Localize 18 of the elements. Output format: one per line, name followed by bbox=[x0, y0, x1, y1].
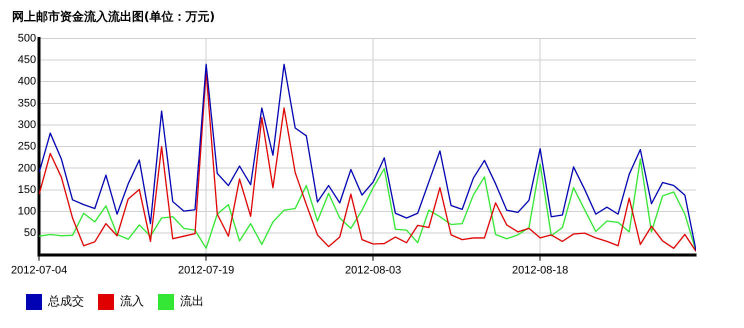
y-tick-label: 150 bbox=[18, 184, 36, 196]
x-tick-label: 2012-07-04 bbox=[10, 264, 68, 276]
y-tick-label: 350 bbox=[18, 97, 36, 110]
y-tick-label: 400 bbox=[18, 76, 36, 88]
x-tick-label: 2012-07-19 bbox=[178, 264, 234, 276]
x-tick-label: 2012-08-03 bbox=[344, 264, 402, 276]
y-tick-label: 200 bbox=[18, 162, 36, 174]
y-tick-label: 50 bbox=[24, 227, 36, 240]
y-tick-label: 500 bbox=[18, 32, 36, 44]
legend-label: 总成交 bbox=[47, 294, 84, 308]
x-tick-label: 2012-08-18 bbox=[512, 264, 568, 276]
y-tick-label: 250 bbox=[18, 140, 36, 153]
y-tick-label: 100 bbox=[18, 206, 36, 218]
legend-label: 流入 bbox=[120, 294, 144, 308]
chart-title: 网上邮市资金流入流出图(单位：万元) bbox=[12, 9, 215, 24]
legend-label: 流出 bbox=[180, 294, 204, 308]
y-tick-label: 300 bbox=[18, 118, 36, 131]
y-tick-label: 450 bbox=[18, 54, 36, 66]
